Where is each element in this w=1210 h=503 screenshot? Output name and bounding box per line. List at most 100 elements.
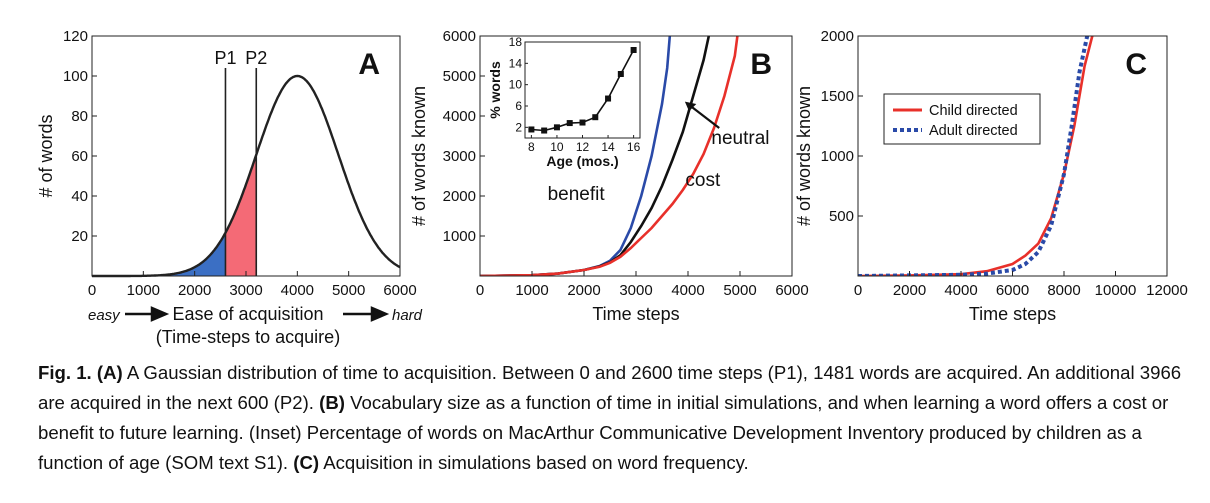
y-tick-label: 500 xyxy=(829,208,854,225)
x-tick-label: 3000 xyxy=(229,282,262,299)
easy-label: easy xyxy=(88,307,121,324)
series-label-neutral: neutral xyxy=(711,128,769,149)
shaded-region-p1 xyxy=(92,232,226,276)
marker-label-p1: P1 xyxy=(214,48,236,68)
series-line-child-directed xyxy=(858,36,1094,276)
caption-text-c: Acquisition in simulations based on word… xyxy=(319,452,749,473)
caption-text-b: Vocabulary size as a function of time in… xyxy=(38,392,1169,473)
legend-label: Adult directed xyxy=(929,123,1018,139)
inset-point xyxy=(617,71,624,77)
inset-y-tick-label: 10 xyxy=(509,78,523,92)
y-tick-label: 1500 xyxy=(821,88,854,105)
inset-x-tick-label: 10 xyxy=(550,140,564,154)
x-tick-label: 8000 xyxy=(1047,282,1080,299)
inset-y-tick-label: 18 xyxy=(509,35,523,49)
panel-a: P1 P2 0 1000 2000 3000 4000 5000 6000 20 40 60 80 100… xyxy=(36,28,423,347)
legend-box xyxy=(883,93,1041,145)
x-tick-label: 6000 xyxy=(775,282,808,299)
x-tick-label: 6000 xyxy=(383,282,416,299)
y-tick-label: 3000 xyxy=(443,148,476,165)
y-tick-label: 40 xyxy=(71,188,88,205)
x-axis-label: Time steps xyxy=(592,304,679,324)
x-tick-label: 5000 xyxy=(332,282,365,299)
y-tick-label: 120 xyxy=(63,28,88,45)
inset-y-axis-label: % words xyxy=(487,61,503,119)
x-axis-label: Ease of acquisition xyxy=(172,304,323,324)
neutral-pointer-arrowhead-icon xyxy=(684,101,697,112)
x-tick-label: 3000 xyxy=(619,282,652,299)
arrow-hard-icon xyxy=(343,306,390,322)
inset-x-tick-label: 16 xyxy=(627,140,641,154)
series-line-cost xyxy=(480,36,739,276)
y-tick-label: 6000 xyxy=(443,28,476,45)
inset-y-tick-label: 6 xyxy=(515,99,522,113)
inset-point xyxy=(605,95,612,102)
panel-c-series xyxy=(858,36,1094,276)
y-tick-label: 100 xyxy=(63,68,88,85)
y-axis-label: # of words known xyxy=(794,86,814,226)
inset-chart: 8 10 12 14 16 2 6 10 14 18 Age (mos.) % words xyxy=(487,35,641,169)
inset-x-axis-label: Age (mos.) xyxy=(546,153,618,169)
plot-frame xyxy=(857,35,1168,277)
y-tick-label: 1000 xyxy=(821,148,854,165)
caption-fig-label: Fig. 1. xyxy=(38,362,92,383)
caption-tag-a: (A) xyxy=(96,362,123,383)
panel-letter: B xyxy=(750,48,772,81)
legend: Child directed Adult directed xyxy=(883,93,1041,145)
x-tick-label: 12000 xyxy=(1146,282,1188,299)
inset-y-tick-label: 2 xyxy=(515,120,522,134)
x-tick-label: 1000 xyxy=(127,282,160,299)
shaded-region-p2 xyxy=(225,154,257,276)
series-line-adult-directed xyxy=(858,36,1090,276)
x-tick-label: 10000 xyxy=(1095,282,1137,299)
figure-canvas: P1 P20 1000 2000 3000 4000 5000 600020406080100… xyxy=(36,28,1188,347)
series-label-cost: cost xyxy=(685,170,721,191)
x-tick-label: 5000 xyxy=(723,282,756,299)
inset-point xyxy=(528,126,535,133)
x-tick-label: 0 xyxy=(88,282,96,299)
arrow-easy-icon xyxy=(125,306,170,322)
y-tick-label: 20 xyxy=(71,228,88,245)
x-tick-label: 2000 xyxy=(567,282,600,299)
x-axis-label: Time steps xyxy=(969,304,1056,324)
inset-y-tick-label: 14 xyxy=(509,56,523,70)
legend-label: Child directed xyxy=(929,103,1018,119)
x-tick-label: 6000 xyxy=(996,282,1029,299)
inset-x-tick-label: 8 xyxy=(528,140,535,154)
inset-point xyxy=(541,127,548,134)
inset-point xyxy=(566,120,573,127)
inset-point xyxy=(592,114,599,121)
x-tick-label: 2000 xyxy=(893,282,926,299)
x-tick-label: 4000 xyxy=(944,282,977,299)
x-tick-label: 1000 xyxy=(515,282,548,299)
x-tick-label: 2000 xyxy=(178,282,211,299)
caption-text-a: A Gaussian distribution of time to acqui… xyxy=(38,362,1182,413)
panel-b-series xyxy=(480,36,739,276)
panel-c: 0 2000 4000 6000 8000 10000 12000 500 1000 1500 20… xyxy=(794,28,1188,324)
y-tick-label: 60 xyxy=(71,148,88,165)
inset-point xyxy=(630,47,637,53)
x-tick-label: 4000 xyxy=(281,282,314,299)
x-axis-sublabel: (Time-steps to acquire) xyxy=(156,327,340,347)
inset-x-tick-label: 14 xyxy=(601,140,615,154)
inset-point xyxy=(553,124,560,131)
x-tick-label: 0 xyxy=(854,282,862,299)
panel-b: 0 1000 2000 3000 4000 5000 6000 1000 2000 3000 400… xyxy=(409,28,809,324)
caption-tag-c: (C) xyxy=(293,452,320,473)
panel-letter: A xyxy=(358,48,380,81)
inset-point xyxy=(579,119,586,126)
marker-label-p2: P2 xyxy=(245,48,267,68)
x-tick-label: 4000 xyxy=(671,282,704,299)
y-tick-label: 2000 xyxy=(821,28,854,45)
figure-caption: Fig. 1. (A) A Gaussian distribution of t… xyxy=(38,358,1188,478)
x-tick-label: 0 xyxy=(476,282,484,299)
inset-x-tick-label: 12 xyxy=(576,140,590,154)
y-tick-label: 80 xyxy=(71,108,88,125)
panel-letter: C xyxy=(1125,48,1147,81)
caption-tag-b: (B) xyxy=(319,392,345,413)
y-tick-label: 1000 xyxy=(443,228,476,245)
hard-label: hard xyxy=(392,307,423,324)
y-axis-label: # of words xyxy=(36,114,56,197)
y-tick-label: 2000 xyxy=(443,188,476,205)
series-label-benefit: benefit xyxy=(548,184,606,205)
